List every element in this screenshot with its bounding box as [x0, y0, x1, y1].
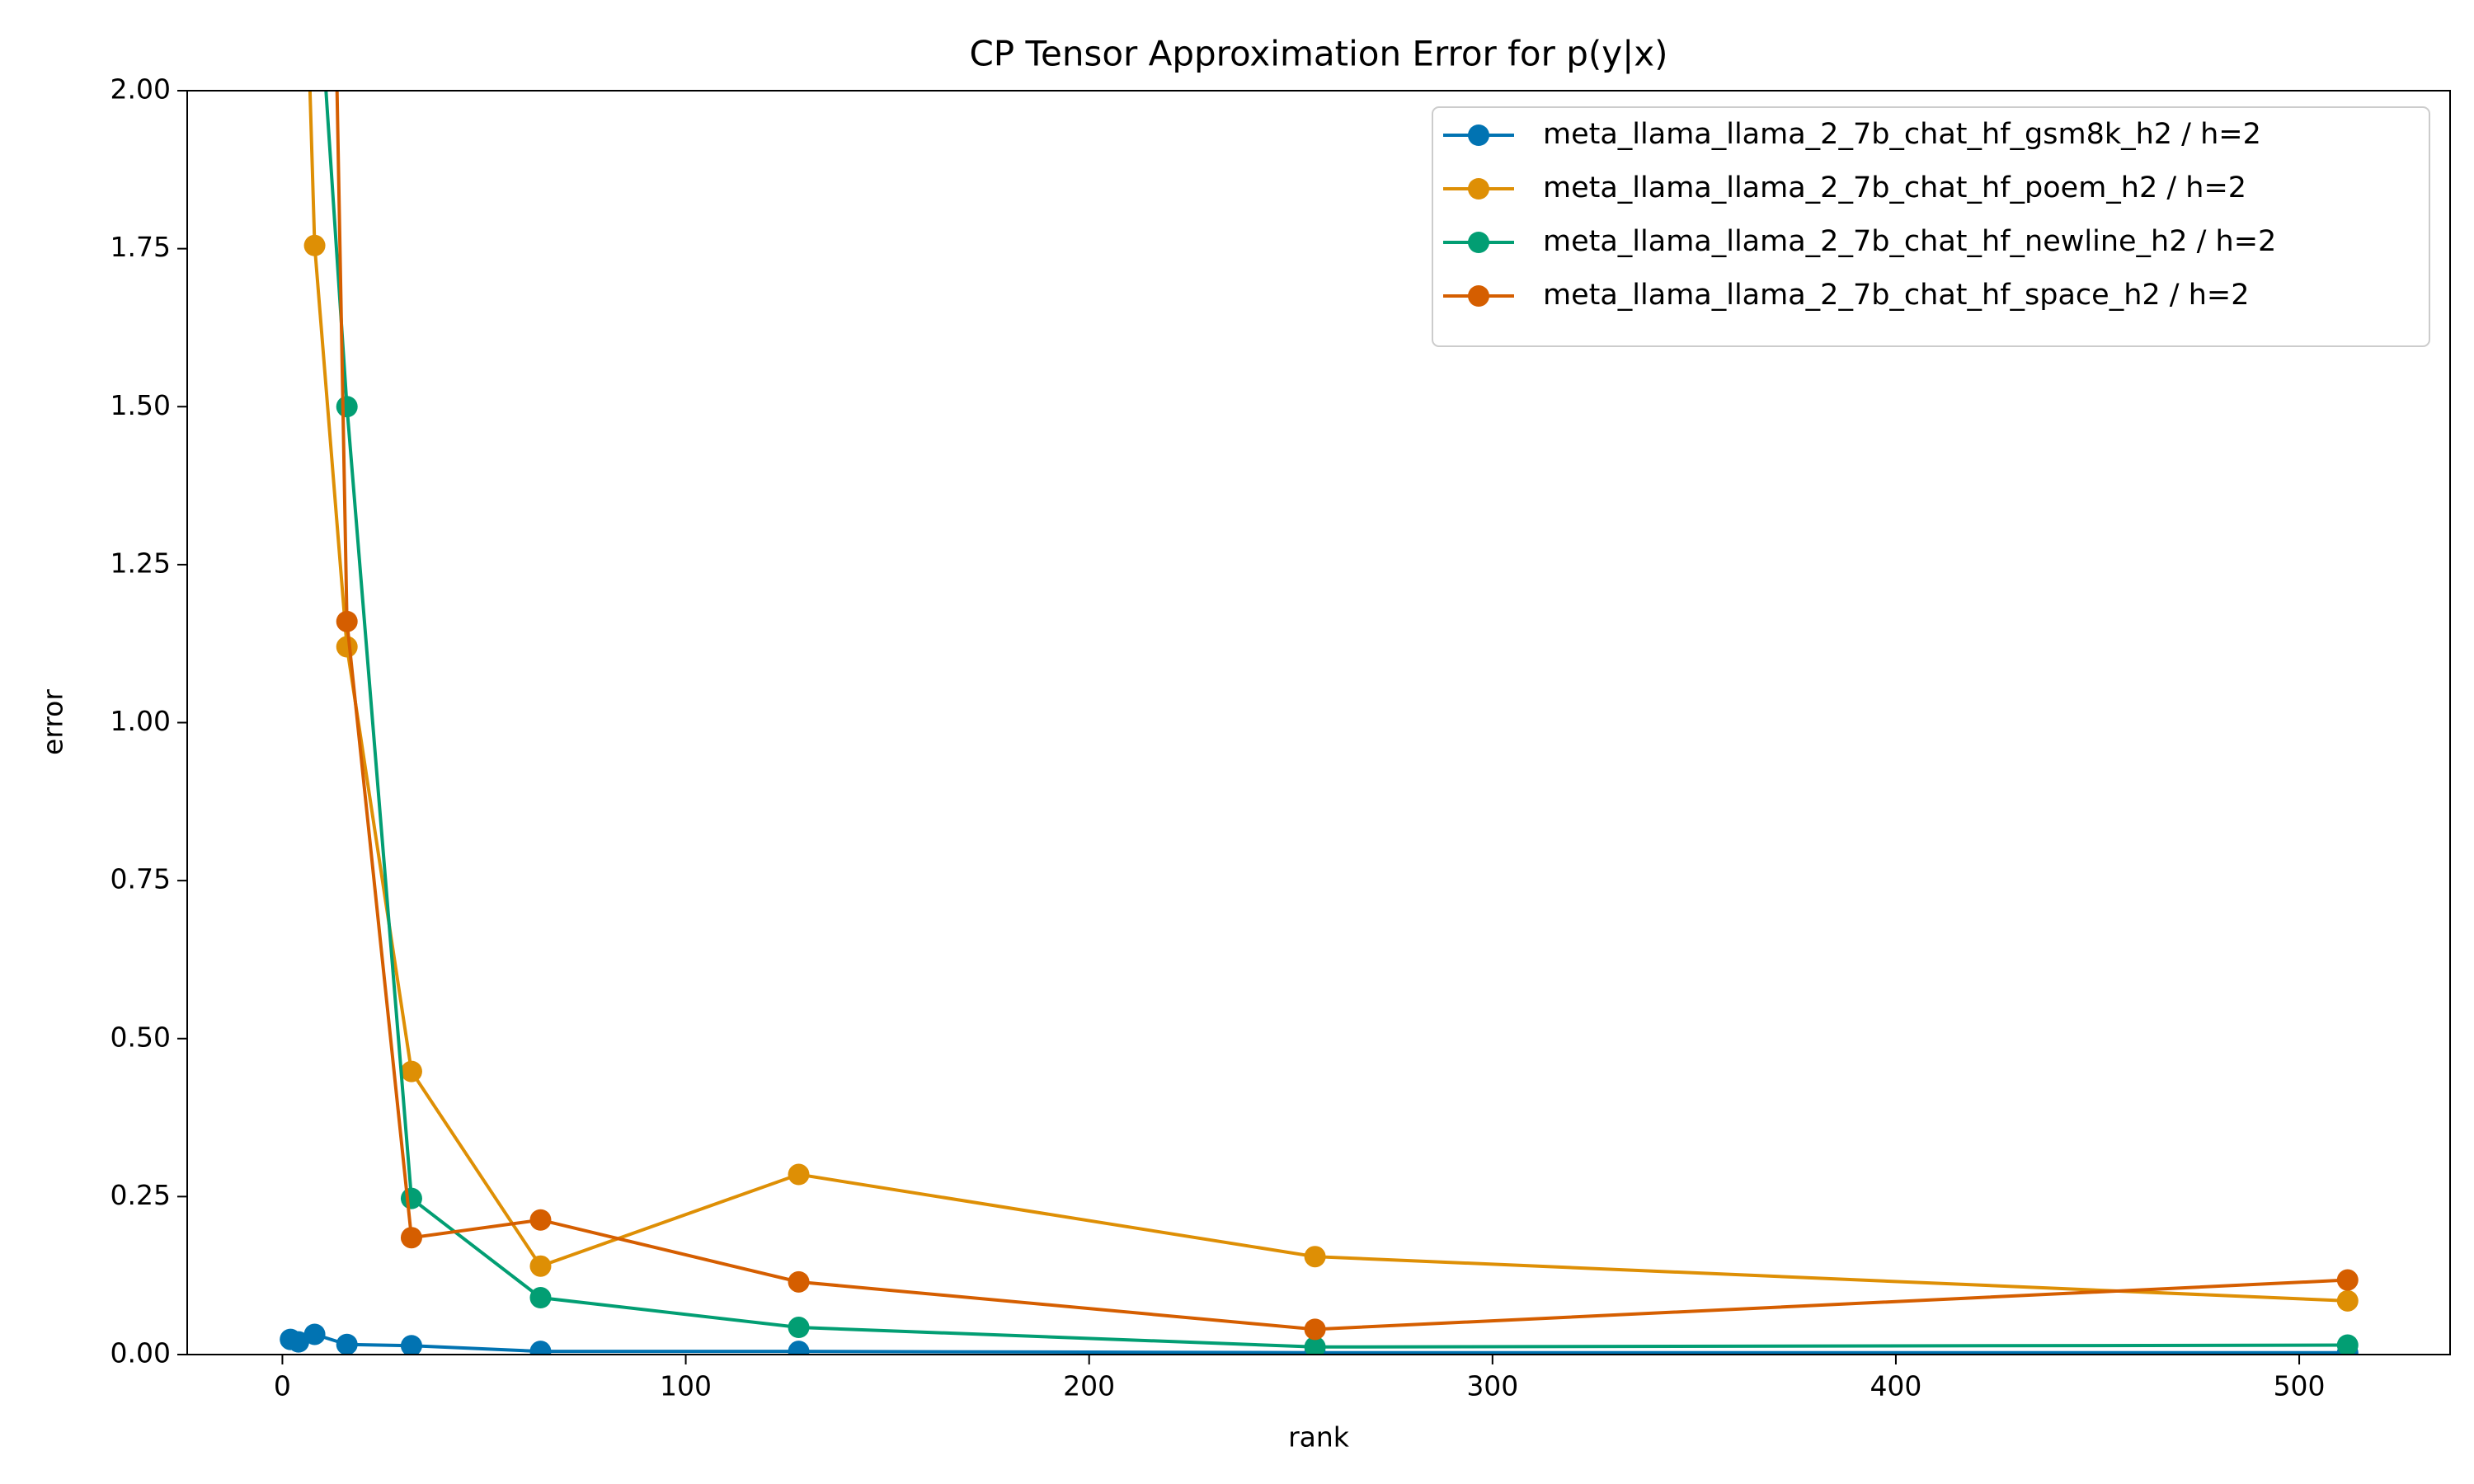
legend-label: meta_llama_llama_2_7b_chat_hf_gsm8k_h2 /… — [1543, 118, 2261, 151]
legend-label: meta_llama_llama_2_7b_chat_hf_space_h2 /… — [1543, 279, 2249, 312]
y-tick-label: 1.75 — [111, 231, 171, 263]
y-tick-label: 1.00 — [111, 705, 171, 737]
legend-marker — [1468, 178, 1489, 200]
x-tick-label: 0 — [274, 1370, 291, 1402]
plot-area — [280, 91, 2359, 1355]
data-point — [529, 1341, 552, 1355]
data-point — [287, 1331, 309, 1353]
data-point — [529, 1209, 552, 1231]
legend-label: meta_llama_llama_2_7b_chat_hf_poem_h2 / … — [1543, 171, 2246, 204]
data-point — [336, 610, 358, 632]
data-point — [1304, 1336, 1326, 1355]
legend-box — [1432, 106, 2430, 347]
y-tick-label: 0.00 — [111, 1337, 171, 1369]
data-point — [788, 1341, 810, 1355]
data-point — [529, 1287, 552, 1309]
data-point — [2336, 1289, 2359, 1312]
x-tick-label: 100 — [660, 1370, 712, 1402]
data-point — [2336, 1269, 2359, 1291]
data-point — [303, 234, 326, 256]
data-point — [788, 1317, 810, 1339]
data-point — [336, 1333, 358, 1355]
y-axis-label: error — [37, 689, 69, 755]
x-tick-label: 200 — [1063, 1370, 1115, 1402]
data-point — [400, 1187, 422, 1209]
y-tick-label: 0.50 — [111, 1021, 171, 1053]
data-point — [303, 1323, 326, 1345]
x-axis-label: rank — [1288, 1421, 1350, 1453]
legend-label: meta_llama_llama_2_7b_chat_hf_newline_h2… — [1543, 225, 2276, 258]
data-point — [529, 1255, 552, 1277]
data-point — [788, 1270, 810, 1293]
data-point — [336, 636, 358, 658]
y-tick-label: 0.75 — [111, 863, 171, 895]
chart-title: CP Tensor Approximation Error for p(y|x) — [969, 34, 1667, 74]
y-tick-label: 2.00 — [111, 73, 171, 106]
y-tick-label: 0.25 — [111, 1179, 171, 1211]
x-tick-label: 500 — [2274, 1370, 2326, 1402]
data-point — [400, 1060, 422, 1082]
series-line — [308, 91, 2348, 1303]
legend: meta_llama_llama_2_7b_chat_hf_gsm8k_h2 /… — [1432, 106, 2430, 347]
legend-marker — [1468, 285, 1489, 307]
data-point — [1304, 1246, 1326, 1268]
legend-marker — [1468, 124, 1489, 146]
data-point — [1304, 1318, 1326, 1341]
data-point — [400, 1227, 422, 1249]
y-tick-label: 1.25 — [111, 547, 171, 579]
legend-marker — [1468, 232, 1489, 253]
x-tick-label: 400 — [1870, 1370, 1921, 1402]
data-point — [788, 1163, 810, 1186]
data-point — [336, 396, 358, 418]
data-point — [2336, 1334, 2359, 1355]
x-tick-label: 300 — [1466, 1370, 1518, 1402]
data-point — [400, 1335, 422, 1355]
y-tick-label: 1.50 — [111, 389, 171, 421]
